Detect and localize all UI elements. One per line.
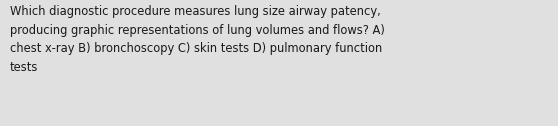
Text: Which diagnostic procedure measures lung size airway patency,
producing graphic : Which diagnostic procedure measures lung…	[10, 5, 385, 74]
